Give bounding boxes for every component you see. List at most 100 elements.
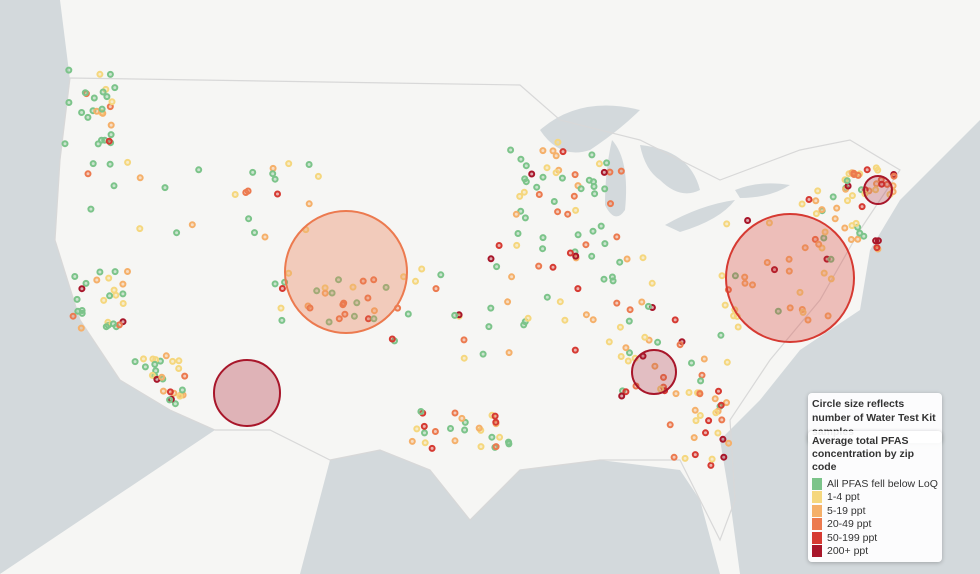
sample-circle <box>78 109 86 116</box>
sample-circle <box>488 433 496 441</box>
sample-circle <box>136 174 144 182</box>
sample-circle <box>431 428 439 435</box>
sample-circle <box>651 362 659 370</box>
sample-circle <box>543 164 551 172</box>
sample-circle <box>564 210 572 218</box>
sample-circle <box>388 335 396 343</box>
sample-circle <box>349 283 357 291</box>
sample-circle <box>110 286 118 294</box>
sample-circle <box>626 306 634 314</box>
sample-circle <box>285 160 293 168</box>
lake-huron <box>640 145 700 194</box>
sample-circle <box>159 387 167 395</box>
sample-circle <box>850 171 858 178</box>
sample-circle <box>543 293 551 301</box>
sample-circle <box>843 177 851 185</box>
sample-circle <box>666 421 674 429</box>
sample-circle <box>176 392 184 400</box>
sample-circle <box>162 352 170 360</box>
sample-circle <box>81 89 89 97</box>
sample-circle <box>521 214 529 222</box>
sample-circle <box>638 298 646 306</box>
sample-circle <box>719 435 727 443</box>
sample-circle <box>591 190 599 198</box>
sample-circle <box>107 121 115 129</box>
sample-circle <box>589 316 597 324</box>
sample-circle <box>520 321 528 329</box>
sample-circle <box>136 225 144 233</box>
sample-circle <box>765 219 773 227</box>
sample-circle <box>353 299 361 307</box>
sample-circle <box>588 252 596 260</box>
sample-circle <box>178 386 186 394</box>
legend-item: All PFAS fell below LoQ <box>812 477 938 491</box>
sample-circle <box>848 192 856 200</box>
sample-circle <box>108 98 116 106</box>
sample-circle <box>858 203 866 211</box>
sample-circle <box>477 443 485 451</box>
sample-circle <box>566 249 574 257</box>
sample-circle <box>561 316 569 324</box>
sample-circle <box>78 285 86 293</box>
sample-circle <box>554 208 562 216</box>
sample-circle <box>872 186 880 194</box>
sample-circle <box>570 192 578 200</box>
sample-circle <box>717 331 725 339</box>
sample-circle <box>181 372 189 380</box>
sample-circle <box>522 162 530 170</box>
sample-circle <box>648 279 656 287</box>
sample-circle <box>370 276 378 284</box>
sample-circle <box>173 229 181 237</box>
sample-circle <box>600 275 608 283</box>
sample-circle <box>821 228 829 236</box>
sample-circle <box>119 290 127 298</box>
sample-circle <box>451 409 459 417</box>
sample-circle <box>131 358 139 366</box>
sample-circle <box>600 168 608 176</box>
sample-circle <box>597 222 605 230</box>
legend-item: 5-19 ppt <box>812 504 938 518</box>
sample-circle <box>574 231 582 239</box>
sample-circle <box>617 167 625 175</box>
sample-circle <box>305 200 313 208</box>
sample-circle <box>603 159 611 167</box>
sample-circle <box>723 220 731 228</box>
sample-circle <box>505 349 513 357</box>
sample-circle <box>359 277 367 285</box>
sample-circle <box>723 399 730 407</box>
sample-circle <box>96 70 104 78</box>
sample-circle <box>306 304 314 312</box>
sample-circle <box>328 289 336 297</box>
sample-circle <box>582 241 590 249</box>
sample-circle <box>574 285 582 293</box>
sample-circle <box>158 373 166 381</box>
legend-label: 20-49 ppt <box>827 518 872 531</box>
sample-circle <box>831 215 839 223</box>
sample-circle <box>539 147 547 155</box>
legend-swatch <box>812 477 822 490</box>
sample-circle <box>552 152 560 160</box>
sample-circle <box>829 193 837 201</box>
sample-circle <box>78 307 86 314</box>
sample-circle <box>244 187 252 195</box>
sample-circle <box>516 192 524 200</box>
sample-circle <box>517 207 525 215</box>
sample-circle <box>487 304 495 312</box>
sample-circle <box>119 300 127 307</box>
sample-circle <box>277 304 285 312</box>
sample-circle <box>149 355 157 363</box>
sample-circle <box>572 252 580 260</box>
sample-circle <box>731 272 739 280</box>
sample-circle <box>571 171 579 179</box>
legend-swatch <box>812 545 822 558</box>
sample-circle <box>559 148 567 156</box>
sample-circle <box>513 241 521 249</box>
sample-circle <box>824 312 832 320</box>
sample-circle <box>93 276 101 284</box>
sample-circle <box>799 308 807 316</box>
sample-circle <box>723 358 731 366</box>
sample-circle <box>522 178 530 186</box>
sample-circle <box>712 409 720 417</box>
sample-circle <box>458 414 466 422</box>
sample-circle <box>94 140 102 148</box>
